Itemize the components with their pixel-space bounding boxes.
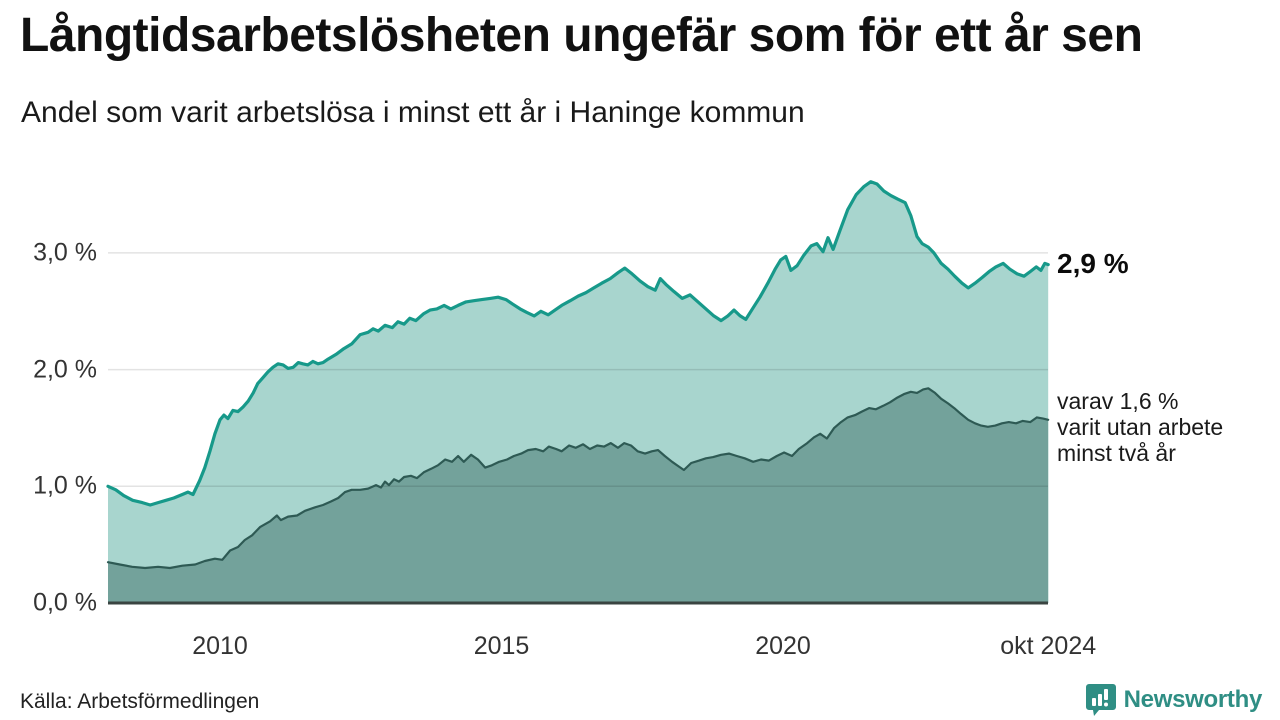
newsworthy-bubble-icon	[1085, 684, 1116, 716]
line-unemployed-2yr	[106, 387, 1050, 570]
y-axis-label-2: 2,0 %	[33, 355, 97, 384]
end-note-line-3: minst två år	[1057, 440, 1176, 466]
x-axis-label-2020: 2020	[755, 632, 811, 660]
x-axis-label-okt-2024: okt 2024	[1000, 632, 1097, 660]
end-note-2yr: varav 1,6 % varit utan arbete minst två …	[1057, 388, 1223, 466]
line-unemployed-1yr	[106, 180, 1050, 507]
newsworthy-logo: Newsworthy	[1085, 683, 1262, 717]
page-subtitle: Andel som varit arbetslösa i minst ett å…	[21, 96, 805, 129]
end-value-label-1yr: 2,9 %	[1057, 248, 1129, 279]
y-axis-label-0: 0,0 %	[33, 588, 97, 617]
source-credit: Källa: Arbetsförmedlingen	[20, 690, 260, 713]
x-axis-label-2015: 2015	[473, 632, 530, 660]
area-unemployed-2yr	[108, 388, 1049, 603]
x-axis-label-2010: 2010	[192, 632, 248, 660]
newsworthy-wordmark: Newsworthy	[1123, 686, 1263, 713]
end-note-line-2: varit utan arbete	[1057, 414, 1224, 440]
page-title: Långtidsarbetslösheten ungefär som för e…	[20, 9, 1143, 62]
y-axis-label-3: 3,0 %	[33, 238, 97, 267]
end-note-line-1: varav 1,6 %	[1057, 388, 1179, 414]
y-axis-label-1: 1,0 %	[33, 471, 97, 500]
